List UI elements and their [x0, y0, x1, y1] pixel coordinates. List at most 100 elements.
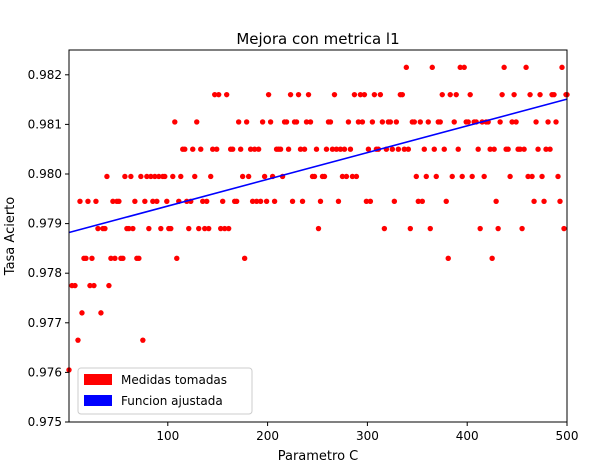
- data-point: [239, 173, 246, 180]
- data-point: [499, 91, 505, 98]
- data-point: [497, 119, 503, 125]
- data-point: [339, 173, 346, 180]
- y-tick-label: 0.981: [28, 117, 62, 131]
- data-point: [337, 146, 344, 152]
- data-point: [541, 198, 547, 204]
- data-point: [112, 255, 118, 262]
- data-point: [301, 146, 308, 152]
- data-point: [95, 225, 101, 232]
- legend-swatch: [84, 374, 112, 385]
- data-point: [148, 173, 154, 180]
- data-point: [425, 119, 431, 125]
- data-point: [140, 337, 146, 343]
- data-point: [202, 225, 208, 232]
- data-point: [529, 173, 535, 180]
- fitted-line: [68, 98, 568, 234]
- data-point: [521, 146, 527, 152]
- data-point: [152, 173, 158, 180]
- legend-label: Funcion ajustada: [121, 394, 223, 408]
- data-point: [399, 91, 406, 98]
- data-point: [142, 198, 148, 204]
- data-point: [72, 282, 78, 289]
- data-point: [204, 198, 210, 204]
- data-point: [361, 91, 368, 98]
- data-point: [79, 310, 85, 316]
- data-point: [283, 119, 290, 125]
- y-tick-label: 0.979: [28, 217, 62, 231]
- x-axis: 100 200 300 400 500: [156, 422, 578, 443]
- data-point: [243, 119, 250, 125]
- data-point: [421, 146, 427, 152]
- data-point: [93, 198, 99, 204]
- data-point: [89, 255, 95, 262]
- data-point: [509, 119, 515, 125]
- data-point: [505, 146, 511, 152]
- data-point: [379, 119, 386, 125]
- data-point: [233, 198, 240, 204]
- data-point: [85, 198, 91, 204]
- data-point: [559, 64, 565, 71]
- data-point: [293, 119, 300, 125]
- data-point: [387, 119, 394, 125]
- data-point: [190, 146, 196, 152]
- data-point: [347, 146, 354, 152]
- data-point: [158, 225, 164, 232]
- data-point: [555, 173, 561, 180]
- data-point: [371, 91, 378, 98]
- data-point: [391, 198, 398, 204]
- data-point: [451, 119, 457, 125]
- data-point: [172, 119, 178, 125]
- data-point: [249, 198, 256, 204]
- data-point: [419, 198, 425, 204]
- y-tick-label: 0.978: [28, 266, 62, 280]
- data-point: [413, 173, 419, 180]
- chart-title: Mejora con metrica l1: [236, 30, 399, 48]
- data-point: [245, 173, 252, 180]
- data-point: [531, 198, 537, 204]
- x-tick-label: 500: [556, 429, 579, 443]
- data-point: [311, 173, 318, 180]
- data-point: [299, 198, 306, 204]
- fitted-line-group: [68, 98, 568, 234]
- data-point: [200, 198, 206, 204]
- data-point: [527, 91, 533, 98]
- data-point: [186, 225, 192, 232]
- data-point: [297, 146, 304, 152]
- data-point: [122, 173, 128, 180]
- data-point: [194, 119, 200, 125]
- x-tick-label: 300: [356, 429, 379, 443]
- data-point: [381, 225, 388, 232]
- data-point: [443, 198, 449, 204]
- data-point: [162, 173, 168, 180]
- data-point: [543, 146, 549, 152]
- data-point: [393, 119, 400, 125]
- data-point: [178, 173, 184, 180]
- data-point: [513, 119, 519, 125]
- data-points: [66, 64, 570, 373]
- legend: Medidas tomadas Funcion ajustada: [77, 367, 253, 415]
- data-point: [144, 173, 150, 180]
- data-point: [493, 198, 499, 204]
- data-point: [469, 173, 475, 180]
- data-point: [247, 146, 254, 152]
- data-point: [130, 225, 136, 232]
- data-point: [539, 173, 545, 180]
- data-point: [267, 119, 274, 125]
- data-point: [355, 119, 362, 125]
- data-point: [136, 255, 142, 262]
- data-point: [455, 146, 461, 152]
- data-point: [403, 64, 410, 71]
- data-point: [164, 198, 170, 204]
- plot-frame: [68, 49, 568, 423]
- data-point: [196, 225, 202, 232]
- data-point: [329, 146, 336, 152]
- data-point: [353, 173, 360, 180]
- data-point: [461, 64, 467, 71]
- data-point: [537, 91, 543, 98]
- data-point: [223, 91, 230, 98]
- data-point: [389, 146, 396, 152]
- x-tick-label: 100: [156, 429, 179, 443]
- legend-swatch: [84, 395, 112, 406]
- data-point: [154, 198, 160, 204]
